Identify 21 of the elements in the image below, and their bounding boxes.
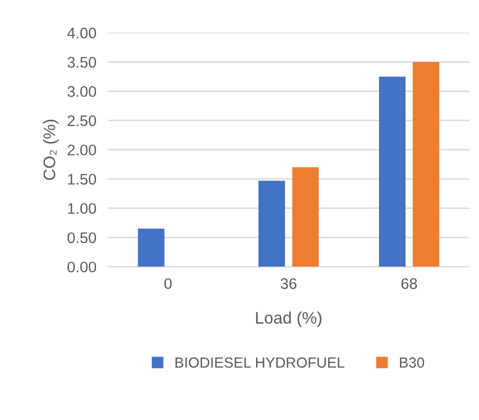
legend-label: BIODIESEL HYDROFUEL bbox=[176, 357, 344, 368]
bar bbox=[379, 76, 406, 267]
legend-label: B30 bbox=[400, 357, 424, 368]
bar bbox=[412, 62, 440, 267]
y-tick-label: 1.00 bbox=[68, 203, 96, 214]
y-tick-label: 2.50 bbox=[68, 115, 96, 126]
bar bbox=[138, 228, 164, 267]
y-tick-label: 3.50 bbox=[68, 56, 96, 68]
x-tick-label: 0 bbox=[164, 278, 172, 290]
bar bbox=[258, 180, 285, 267]
bar bbox=[292, 167, 319, 267]
y-tick-label: 4.00 bbox=[67, 28, 96, 38]
y-tick-label: 0.50 bbox=[68, 232, 96, 244]
x-tick-label: 36 bbox=[280, 278, 296, 290]
y-tick-label: 0.00 bbox=[68, 262, 96, 272]
y-tick-label: 2.00 bbox=[68, 144, 96, 156]
x-tick-label: 68 bbox=[401, 278, 417, 290]
x-axis-title: Load (%) bbox=[256, 311, 322, 328]
y-tick-label: 3.00 bbox=[68, 86, 96, 97]
y-tick-label: 1.50 bbox=[68, 174, 96, 185]
y-axis-title: CO₂ (%) bbox=[43, 120, 59, 180]
